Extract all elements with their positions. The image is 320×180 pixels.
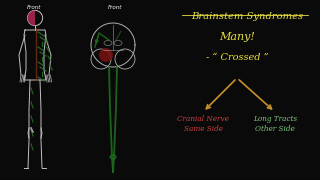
Text: Cranial Nerve: Cranial Nerve bbox=[177, 115, 229, 123]
Wedge shape bbox=[28, 10, 35, 26]
Text: - “ Crossed ”: - “ Crossed ” bbox=[206, 53, 268, 62]
Text: Long Tracts: Long Tracts bbox=[253, 115, 297, 123]
Text: Same Side: Same Side bbox=[183, 125, 222, 133]
Text: Front: Front bbox=[27, 5, 41, 10]
Text: Front: Front bbox=[108, 5, 122, 10]
Circle shape bbox=[99, 48, 113, 62]
Text: Brainstem Syndromes: Brainstem Syndromes bbox=[191, 12, 303, 21]
Text: Other Side: Other Side bbox=[255, 125, 295, 133]
Text: Many!: Many! bbox=[219, 32, 255, 42]
